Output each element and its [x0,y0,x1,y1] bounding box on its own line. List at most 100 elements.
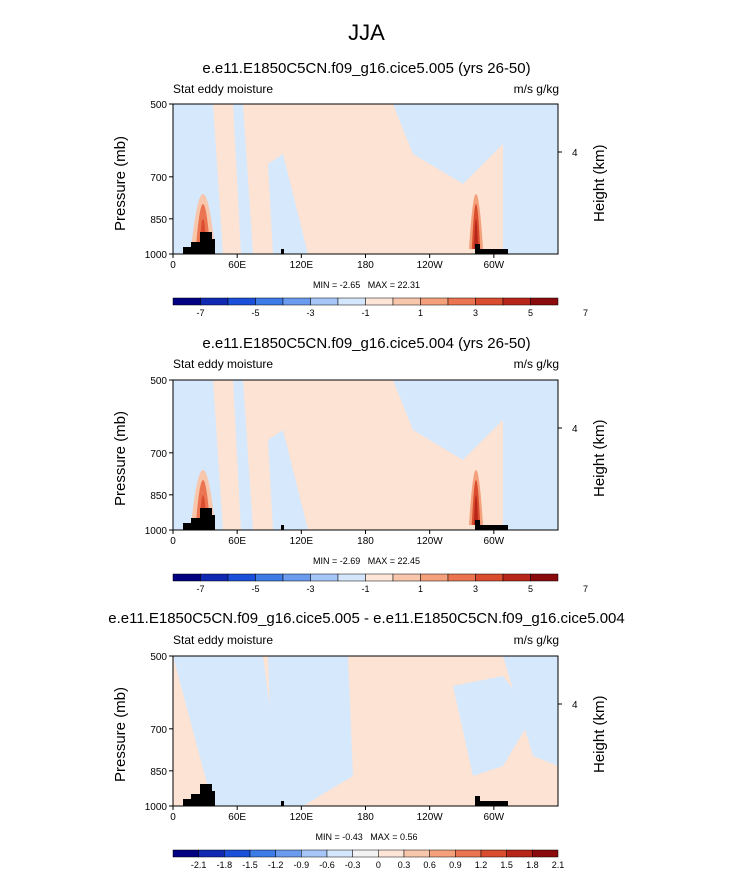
y-tick-label: 850 [150,215,167,226]
right-tick-label: 4 [572,424,578,435]
max-value: MAX = 22.45 [367,556,421,566]
terrain-mask [208,791,215,806]
terrain-mask [478,801,508,806]
colorbar-label: 5 [528,584,533,594]
x-tick-label: 60E [228,260,246,271]
colorbar-swatch [249,849,276,858]
terrain-mask [478,525,508,530]
terrain-mask [183,247,198,254]
terrain-mask [475,520,480,530]
terrain-mask [281,801,284,806]
colorbar-swatch [530,297,559,306]
colorbar-label: 3 [473,584,478,594]
x-tick-label: 60W [484,536,505,547]
colorbar-label: 0.6 [423,860,436,870]
colorbar-swatch [378,849,405,858]
negative-region [453,676,533,776]
negative-region [393,104,558,254]
variable-label: Stat eddy moisture [173,357,274,371]
colorbar-label: -0.9 [294,860,310,870]
colorbar-label: 0.9 [449,860,462,870]
x-tick-label: 120W [417,260,444,271]
panel-title: e.e11.E1850C5CN.f09_g16.cice5.005 - e.e1… [108,610,625,627]
units-label: m/s g/kg [513,82,559,96]
terrain-mask [281,249,284,254]
y-tick-label: 700 [150,725,167,736]
colorbar-swatch [326,849,353,858]
negative-region [268,430,308,530]
colorbar-swatch [198,849,225,858]
figure-title: JJA [348,20,385,45]
terrain-mask [475,244,480,254]
x-tick-label: 180 [357,260,374,271]
colorbar-label: -5 [251,308,259,318]
x-tick-label: 0 [170,536,176,547]
right-tick-label: 4 [572,148,578,159]
x-tick-label: 120E [290,260,314,271]
x-tick-label: 60W [484,260,505,271]
colorbar-swatch [224,849,251,858]
x-tick-label: 120E [290,536,314,547]
terrain-mask [208,515,215,530]
y-tick-label: 700 [150,449,167,460]
panel-title: e.e11.E1850C5CN.f09_g16.cice5.004 (yrs 2… [202,335,531,352]
colorbar-swatch [275,849,302,858]
y-tick-label: 500 [150,652,167,663]
colorbar-label: -1.8 [217,860,233,870]
y-tick-label: 1000 [145,526,168,537]
terrain-mask [478,249,508,254]
x-tick-label: 0 [170,260,176,271]
x-tick-label: 60E [228,812,246,823]
units-label: m/s g/kg [513,633,559,647]
colorbar-label: 2.1 [552,860,565,870]
colorbar-swatch [352,849,379,858]
colorbar-swatch [530,573,559,582]
colorbar-label: -5 [251,584,259,594]
x-tick-label: 60W [484,812,505,823]
colorbar-swatch [403,849,430,858]
y-tick-label: 850 [150,767,167,778]
colorbar-label: 0.3 [398,860,411,870]
x-tick-label: 180 [357,812,374,823]
units-label: m/s g/kg [513,357,559,371]
colorbar-label: 1.8 [526,860,539,870]
positive-maximum [473,219,479,249]
variable-label: Stat eddy moisture [173,82,274,96]
terrain-mask [183,523,198,530]
colorbar-swatch [455,849,482,858]
colorbar-label: -1.5 [242,860,258,870]
colorbar-label: -7 [196,308,204,318]
x-tick-label: 60E [228,536,246,547]
heatmap-plot: 500 700 850 1000 4 0 60E 120E 180 120W 60W -7 -5 -3 -1… [145,376,588,594]
y-tick-label: 1000 [145,250,168,261]
negative-region [173,656,283,806]
colorbar-label: 1.2 [475,860,488,870]
heatmap-plot: 500 700 850 1000 4 0 60E 120E 180 120W 60W -7 -5 -3 -1… [145,100,588,318]
negative-region [268,154,308,254]
x-tick-label: 120W [417,536,444,547]
y-tick-label: 700 [150,173,167,184]
colorbar-label: 0 [376,860,381,870]
colorbar-label: 7 [583,308,588,318]
colorbar-label: -0.6 [319,860,335,870]
x-tick-label: 0 [170,812,176,823]
colorbar-swatch [506,849,533,858]
negative-region [503,656,558,766]
x-tick-label: 180 [357,536,374,547]
right-tick-label: 4 [572,700,578,711]
colorbar-label: 1.5 [500,860,513,870]
min-value: MIN = -2.65 [312,280,361,290]
colorbar-swatch [532,849,559,858]
negative-region [233,104,253,254]
min-max-readout: MIN = -0.43 MAX = 0.56 [0,832,733,842]
colorbar-label: 3 [473,308,478,318]
terrain-mask [281,525,284,530]
y-tick-label: 500 [150,376,167,387]
positive-maximum [473,495,479,525]
colorbar-swatch [301,849,328,858]
colorbar-swatch [429,849,456,858]
colorbar-label: -0.3 [345,860,361,870]
y-tick-label: 500 [150,100,167,111]
y-tick-label: 1000 [145,802,168,813]
terrain-mask [475,796,480,806]
